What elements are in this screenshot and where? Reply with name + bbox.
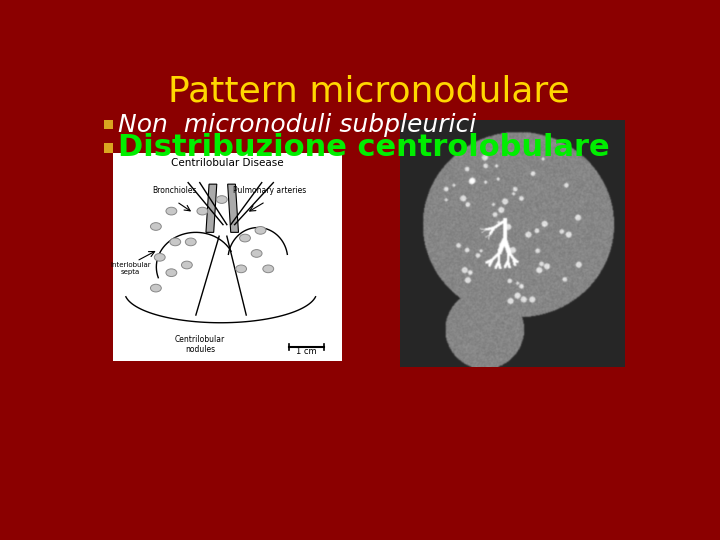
Ellipse shape — [170, 238, 181, 246]
Text: Centrilobular Disease: Centrilobular Disease — [171, 158, 284, 167]
Polygon shape — [206, 184, 217, 232]
Ellipse shape — [181, 261, 192, 269]
Text: Distribuzione centrolobulare: Distribuzione centrolobulare — [118, 133, 610, 163]
Bar — [104, 143, 113, 153]
Ellipse shape — [166, 207, 177, 215]
Bar — [104, 120, 113, 130]
Polygon shape — [228, 184, 238, 232]
Bar — [113, 153, 342, 361]
Ellipse shape — [240, 234, 251, 242]
Text: Pulmonary arteries: Pulmonary arteries — [233, 186, 306, 195]
Ellipse shape — [185, 238, 196, 246]
Ellipse shape — [154, 253, 165, 261]
Ellipse shape — [263, 265, 274, 273]
Text: Centrilobular
nodules: Centrilobular nodules — [175, 335, 225, 354]
Ellipse shape — [150, 284, 161, 292]
Text: Interlobular
septa: Interlobular septa — [110, 262, 150, 275]
Ellipse shape — [197, 207, 208, 215]
Text: 1 cm: 1 cm — [296, 347, 317, 356]
Ellipse shape — [235, 265, 246, 273]
Text: Pattern micronodulare: Pattern micronodulare — [168, 75, 570, 109]
Ellipse shape — [255, 226, 266, 234]
Ellipse shape — [216, 195, 228, 204]
Text: Non  micronoduli subpleurici: Non micronoduli subpleurici — [118, 113, 476, 137]
Text: Bronchioles: Bronchioles — [153, 186, 197, 195]
Ellipse shape — [166, 269, 177, 276]
Ellipse shape — [251, 249, 262, 257]
Ellipse shape — [150, 222, 161, 231]
